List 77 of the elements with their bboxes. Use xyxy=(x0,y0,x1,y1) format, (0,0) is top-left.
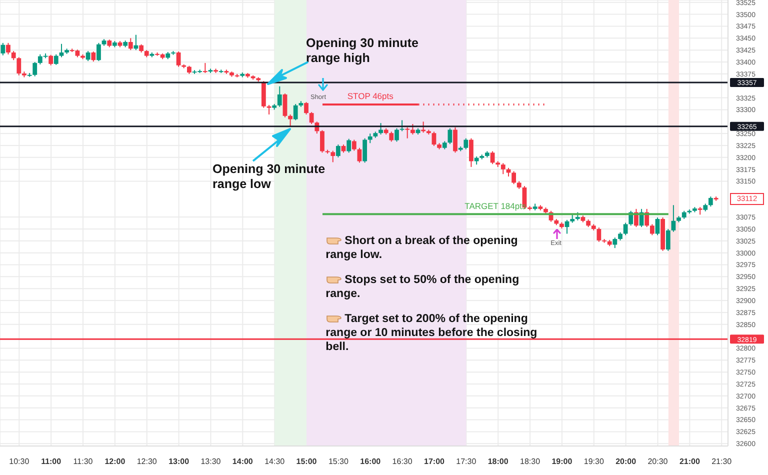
candlestick xyxy=(86,50,90,62)
candlestick xyxy=(11,50,16,61)
x-tick-label: 12:30 xyxy=(136,457,158,466)
candlestick xyxy=(336,144,340,158)
x-tick-label: 19:30 xyxy=(584,457,604,466)
candlestick xyxy=(666,228,670,252)
x-tick-label: 14:30 xyxy=(264,457,286,466)
x-tick-label: 21:00 xyxy=(679,457,700,466)
candlestick xyxy=(54,54,58,66)
candlestick xyxy=(309,112,314,125)
candlestick xyxy=(346,138,352,154)
candlestick xyxy=(596,227,602,242)
annotation: Target set to 200% of the opening range or 10 minutes before the closing bell. xyxy=(326,312,538,354)
candlestick xyxy=(266,104,272,115)
candlestick xyxy=(623,222,628,236)
x-tick-label: 11:00 xyxy=(41,457,62,466)
candlestick xyxy=(288,114,292,127)
x-tick-label: 16:00 xyxy=(360,457,382,466)
candlestick xyxy=(48,54,54,66)
candlestick xyxy=(708,196,713,208)
x-tick-label: 15:30 xyxy=(328,457,350,466)
candlestick xyxy=(277,86,282,108)
candlestick xyxy=(282,92,288,118)
candlestick xyxy=(176,51,181,68)
x-tick-label: 19:00 xyxy=(552,457,573,466)
candlestick xyxy=(612,237,618,249)
candlestick xyxy=(0,42,6,56)
candlestick xyxy=(59,43,64,58)
candlestick xyxy=(320,130,324,154)
x-tick-label: 18:30 xyxy=(520,457,541,466)
candlestick xyxy=(421,121,426,134)
candlestick xyxy=(261,80,266,108)
candlestick xyxy=(671,204,676,232)
x-tick-label: 21:30 xyxy=(712,457,732,466)
candlestick xyxy=(128,38,133,51)
candlestick xyxy=(134,34,138,51)
x-tick-label: 11:30 xyxy=(73,457,94,466)
candlestick xyxy=(469,138,474,168)
candlestick xyxy=(389,131,394,142)
candlestick xyxy=(490,150,495,165)
x-tick-label: 18:00 xyxy=(488,457,509,466)
candlestick xyxy=(16,56,22,76)
candlestick xyxy=(293,103,298,121)
x-tick-label: 17:00 xyxy=(424,457,446,466)
candlestick xyxy=(96,42,101,62)
candlestick xyxy=(362,138,368,164)
x-tick-label: 17:30 xyxy=(456,457,477,466)
candlestick xyxy=(512,170,516,185)
candlestick xyxy=(464,138,468,150)
series-label: STOP 46pts xyxy=(347,91,394,102)
candlestick xyxy=(352,139,356,152)
candlestick xyxy=(6,42,10,55)
x-tick-label: 10:30 xyxy=(9,457,30,466)
x-tick-label: 16:30 xyxy=(392,457,413,466)
candlestick xyxy=(650,224,654,236)
candlestick xyxy=(368,133,372,144)
x-tick-label: 15:00 xyxy=(296,457,318,466)
x-tick-label: 20:00 xyxy=(616,457,637,466)
candlestick xyxy=(453,126,458,154)
candlestick xyxy=(202,62,208,74)
candlestick xyxy=(432,131,436,146)
candlestick xyxy=(91,51,96,62)
x-tick-label: 20:30 xyxy=(648,457,668,466)
x-tick-label: 12:00 xyxy=(104,457,126,466)
annotation: Opening 30 minute range high xyxy=(306,36,420,66)
x-tick-label: 13:30 xyxy=(200,457,222,466)
candlestick xyxy=(448,128,452,145)
x-tick-label: 14:00 xyxy=(232,457,254,466)
annotation: Stops set to 50% of the opening range. xyxy=(326,272,520,301)
candlestick xyxy=(32,62,38,77)
candlestick xyxy=(330,150,336,163)
candlestick xyxy=(378,122,383,136)
annotation: Opening 30 minute range low xyxy=(212,162,326,192)
candlestick xyxy=(500,162,506,175)
annotation: Short on a break of the opening range low. xyxy=(326,234,519,262)
candlestick xyxy=(304,102,308,115)
x-tick-label: 13:00 xyxy=(168,457,190,466)
